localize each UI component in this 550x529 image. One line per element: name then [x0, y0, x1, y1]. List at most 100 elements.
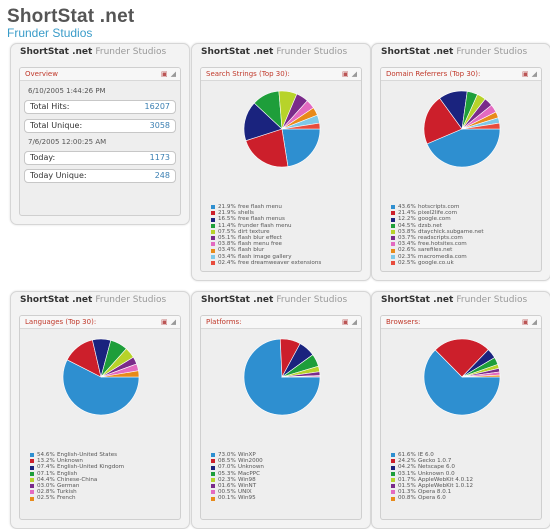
legend-swatch: [211, 211, 215, 215]
legend-swatch: [391, 261, 395, 265]
today-label: Today:: [30, 152, 55, 164]
collapse-icon[interactable]: ▣: [161, 70, 168, 78]
overview-panel: Overview ▣◢ 6/10/2005 1:44:26 PM Total H…: [19, 67, 181, 216]
chart-panel: Search Strings (Top 30): ▣◢ 21.9%free fla…: [200, 67, 362, 272]
legend-swatch: [391, 224, 395, 228]
today-value: 1173: [150, 152, 170, 164]
legend-swatch: [211, 230, 215, 234]
legend-swatch: [30, 484, 34, 488]
total-unique-label: Total Unique:: [30, 120, 82, 132]
collapse-icon[interactable]: ▣: [342, 70, 349, 78]
today-unique-value: 248: [155, 170, 170, 182]
brand-name: ShortStat .net: [201, 47, 273, 57]
chart-panel: Languages (Top 30):▣◢ 54.6%English-Unite…: [19, 315, 181, 520]
legend-swatch: [211, 236, 215, 240]
legend-swatch: [211, 261, 215, 265]
collapse-icon[interactable]: ▣: [161, 318, 168, 326]
legend-item: 02.4%free dreamweaver extensions: [211, 260, 357, 266]
legend-swatch: [211, 255, 215, 259]
domain-referrers-pie: [421, 88, 503, 170]
today-unique-box: Today Unique: 248: [24, 169, 176, 183]
brand-studio: Frunder Studios: [95, 47, 166, 57]
panel-title: Overview: [25, 70, 58, 78]
legend-label: Opera 6.0: [418, 495, 446, 501]
collapse-icon[interactable]: ▣: [342, 318, 349, 326]
legend-swatch: [30, 459, 34, 463]
overview-date-2: 7/6/2005 12:00:25 AM: [28, 138, 106, 146]
legend-label: Win95: [238, 495, 256, 501]
legend-swatch: [211, 459, 215, 463]
legend-swatch: [391, 472, 395, 476]
legend-swatch: [30, 490, 34, 494]
brand-name: ShortStat .net: [381, 295, 453, 305]
search-strings-pie: [241, 88, 323, 170]
legend-swatch: [30, 466, 34, 470]
legend-swatch: [391, 484, 395, 488]
total-hits-box: Total Hits:16207: [24, 100, 176, 114]
resize-icon[interactable]: ◢: [532, 318, 537, 326]
legend-value: 02.5%: [37, 495, 57, 501]
legend-swatch: [391, 242, 395, 246]
today-box: Today: 1173: [24, 151, 176, 165]
brand-name: ShortStat .net: [381, 47, 453, 57]
resize-icon[interactable]: ◢: [171, 318, 176, 326]
legend-value: 00.1%: [218, 495, 238, 501]
panel-title: Search Strings (Top 30):: [206, 70, 290, 78]
resize-icon[interactable]: ◢: [352, 70, 357, 78]
chart-panel: Domain Referrers (Top 30): ▣◢ 43.6%hotscr…: [380, 67, 542, 272]
legend-swatch: [211, 484, 215, 488]
brand-name: ShortStat .net: [20, 295, 92, 305]
panel-title: Domain Referrers (Top 30):: [386, 70, 480, 78]
panel-title: Languages (Top 30):: [25, 318, 96, 326]
browsers-pie: [421, 336, 503, 418]
site-title: ShortStat .net: [7, 6, 134, 28]
brand-studio: Frunder Studios: [95, 295, 166, 305]
legend-swatch: [391, 497, 395, 501]
legend-item: 02.5%French: [30, 495, 176, 501]
panel-titlebar: Domain Referrers (Top 30): ▣◢: [381, 68, 541, 81]
panel-titlebar: Browsers:▣◢: [381, 316, 541, 329]
collapse-icon[interactable]: ▣: [522, 70, 529, 78]
legend-swatch: [391, 211, 395, 215]
today-unique-label: Today Unique:: [30, 170, 87, 182]
resize-icon[interactable]: ◢: [171, 70, 176, 78]
brand-studio: Frunder Studios: [456, 47, 527, 57]
legend-swatch: [391, 490, 395, 494]
platforms-pie: [241, 336, 323, 418]
total-unique-value: 3058: [150, 120, 170, 132]
legend-swatch: [391, 249, 395, 253]
legend-swatch: [30, 472, 34, 476]
panel-titlebar: Overview ▣◢: [20, 68, 180, 81]
legend-swatch: [211, 472, 215, 476]
legend-label: French: [57, 495, 76, 501]
legend-swatch: [211, 205, 215, 209]
legend-swatch: [211, 249, 215, 253]
site-subtitle[interactable]: Frunder Studios: [7, 26, 92, 40]
legend-label: free dreamweaver extensions: [238, 260, 321, 266]
legend-swatch: [211, 497, 215, 501]
legend-label: google.co.uk: [418, 260, 454, 266]
collapse-icon[interactable]: ▣: [522, 318, 529, 326]
legend-swatch: [211, 242, 215, 246]
legend-swatch: [391, 453, 395, 457]
legend-swatch: [391, 236, 395, 240]
legend-swatch: [391, 255, 395, 259]
legend-swatch: [211, 453, 215, 457]
resize-icon[interactable]: ◢: [352, 318, 357, 326]
brand-studio: Frunder Studios: [456, 295, 527, 305]
brand-studio: Frunder Studios: [276, 47, 347, 57]
legend-swatch: [391, 466, 395, 470]
resize-icon[interactable]: ◢: [532, 70, 537, 78]
